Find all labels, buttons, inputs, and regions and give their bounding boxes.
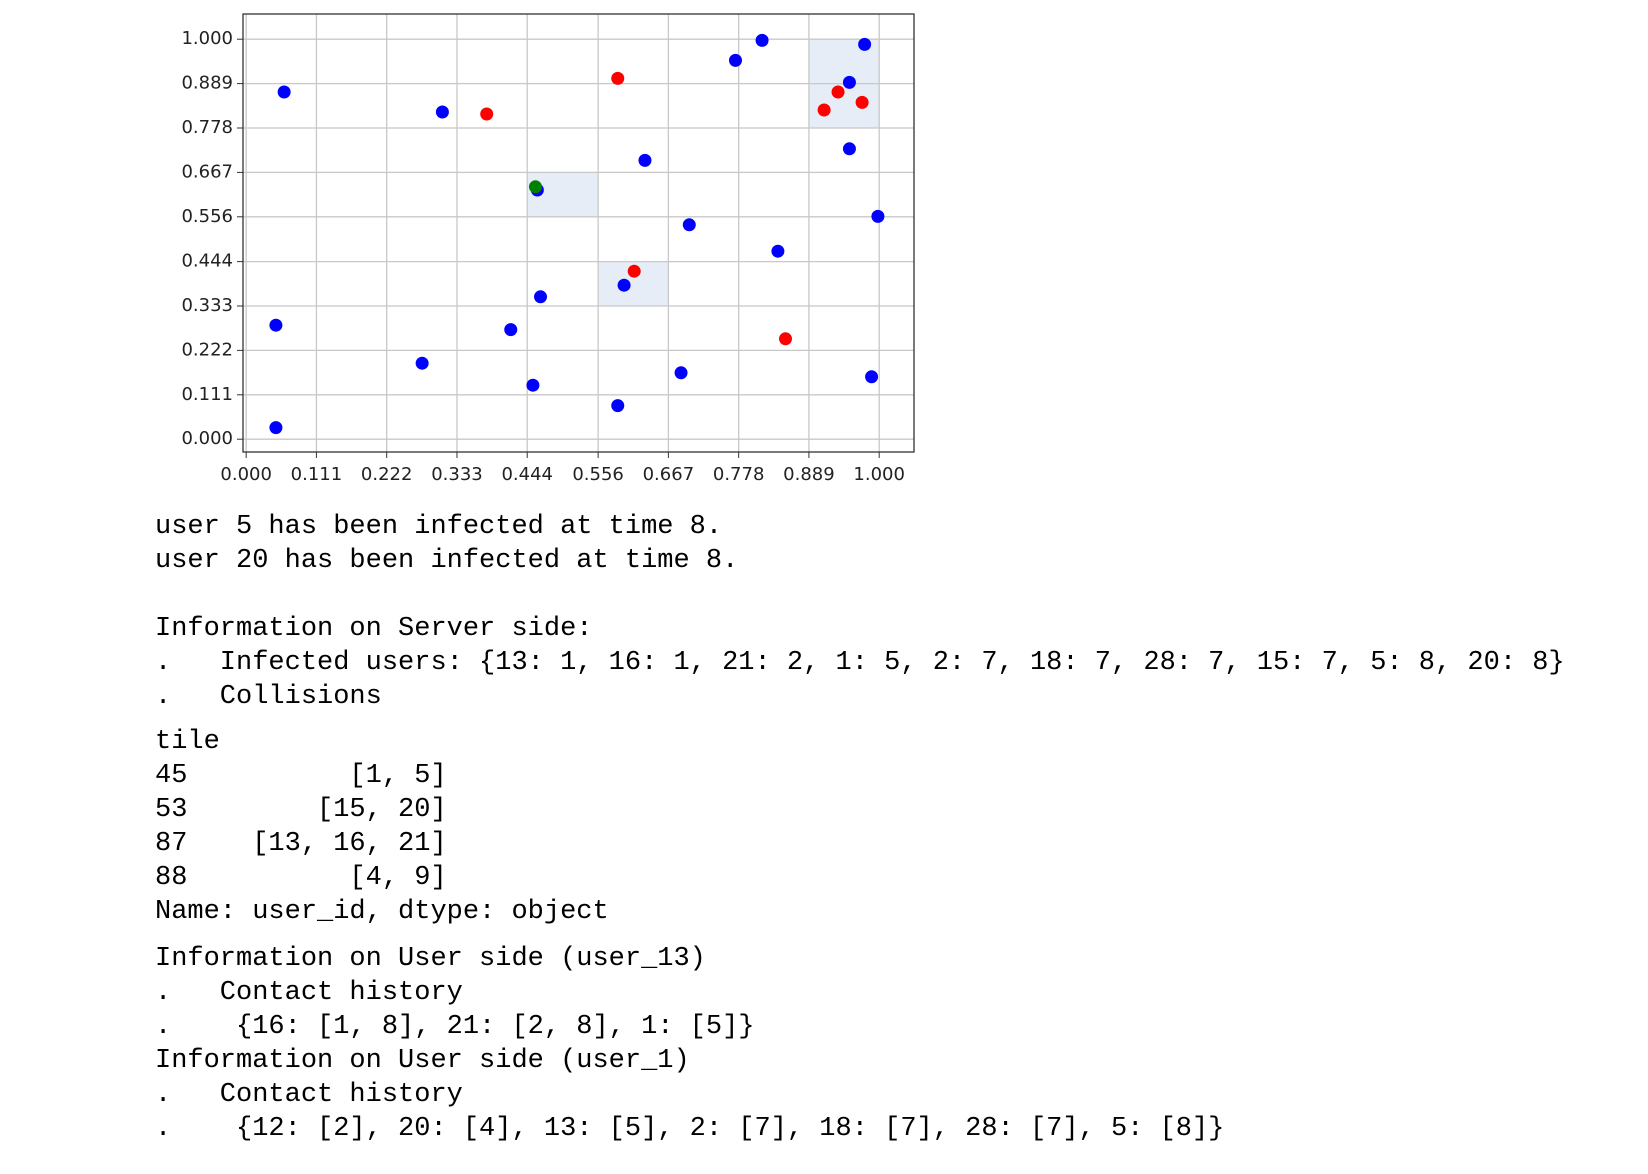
y-tick-label: 1.000 — [181, 28, 233, 49]
log-output: user 5 has been infected at time 8. user … — [155, 510, 738, 578]
x-tick-label: 0.778 — [713, 464, 765, 485]
output-line: tile — [155, 727, 220, 757]
point — [674, 366, 688, 380]
point — [831, 85, 845, 99]
x-tick-label: 1.000 — [853, 464, 905, 485]
y-tick-label: 0.556 — [181, 206, 233, 227]
user-output: Information on User side (user_13) . Cont… — [155, 942, 755, 1044]
output-line: 45 [1, 5] — [155, 761, 447, 791]
point — [269, 318, 283, 332]
point — [611, 399, 625, 413]
y-tick-label: 0.444 — [181, 251, 233, 272]
x-tick-label: 0.667 — [643, 464, 695, 485]
output-line: Information on Server side: — [155, 614, 593, 644]
point — [269, 421, 283, 435]
x-tick-label: 0.889 — [783, 464, 835, 485]
point — [504, 323, 518, 337]
point — [855, 95, 869, 109]
point — [415, 356, 429, 370]
output-line: user 5 has been infected at time 8. — [155, 512, 723, 542]
y-tick-label: 0.222 — [181, 339, 233, 360]
output-line: . {12: [2], 20: [4], 13: [5], 2: [7], 18… — [155, 1114, 1225, 1144]
output-line: . Contact history — [155, 1080, 463, 1110]
output-line: 87 [13, 16, 21] — [155, 829, 447, 859]
plot-area — [243, 14, 914, 452]
user-output: Information on User side (user_1) . Conta… — [155, 1044, 1224, 1146]
point — [528, 180, 542, 194]
point — [277, 85, 291, 99]
point — [728, 53, 742, 67]
point — [638, 153, 652, 167]
y-tick-label: 0.000 — [181, 428, 233, 449]
point — [755, 33, 769, 47]
point — [871, 209, 885, 223]
point — [435, 105, 449, 119]
output-line: 88 [4, 9] — [155, 863, 447, 893]
point — [842, 142, 856, 156]
output-line: . Contact history — [155, 978, 463, 1008]
y-tick-label: 0.111 — [181, 384, 233, 405]
server-output: Information on Server side: . Infected us… — [155, 612, 1565, 714]
point — [611, 71, 625, 85]
output-line: . {16: [1, 8], 21: [2, 8], 1: [5]} — [155, 1012, 755, 1042]
plot-frame — [242, 13, 915, 453]
x-tick-label: 0.333 — [431, 464, 483, 485]
x-tick-label: 0.222 — [361, 464, 413, 485]
output-line: 53 [15, 20] — [155, 795, 447, 825]
output-line: Name: user_id, dtype: object — [155, 897, 609, 927]
point — [534, 290, 548, 304]
point — [842, 75, 856, 89]
y-tick-label: 0.667 — [181, 161, 233, 182]
output-line: . Collisions — [155, 682, 382, 712]
output-line: user 20 has been infected at time 8. — [155, 546, 739, 576]
x-tick-label: 0.000 — [220, 464, 272, 485]
collisions-output: tile 45 [1, 5] 53 [15, 20] 87 [13, 16, 21] 8… — [155, 725, 609, 929]
point — [682, 218, 696, 232]
point — [858, 37, 872, 51]
x-tick-label: 0.111 — [291, 464, 343, 485]
x-tick-label: 0.556 — [572, 464, 624, 485]
point — [817, 103, 831, 117]
chart: 0.000 0.111 0.222 0.333 0.444 0.556 0.667 0.778… — [181, 13, 915, 485]
point — [617, 278, 631, 292]
y-tick-label: 0.333 — [181, 295, 233, 316]
y-tick-label: 0.889 — [181, 73, 233, 94]
output-line: Information on User side (user_1) — [155, 1046, 690, 1076]
point — [778, 332, 792, 346]
y-tick-label: 0.778 — [181, 117, 233, 138]
output-line: Information on User side (user_13) — [155, 944, 706, 974]
output-line: . Infected users: {13: 1, 16: 1, 21: 2, … — [155, 648, 1565, 678]
x-tick-label: 0.444 — [501, 464, 553, 485]
point — [480, 107, 494, 121]
point — [865, 370, 879, 384]
point — [627, 264, 641, 278]
point — [526, 378, 540, 392]
point — [771, 244, 785, 258]
